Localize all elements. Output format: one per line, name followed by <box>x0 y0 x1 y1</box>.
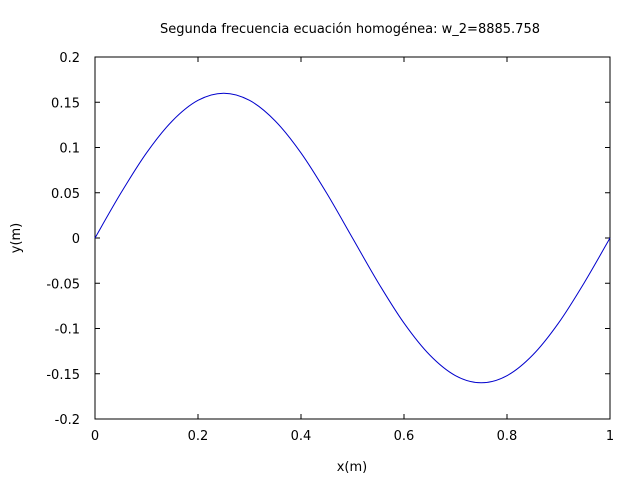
y-tick-label: 0 <box>72 232 80 247</box>
y-tick-label: 0.05 <box>51 187 80 202</box>
x-tick-label: 0.6 <box>394 429 415 444</box>
series-line <box>94 92 611 384</box>
tick-labels-group: 0 0.2 0.4 0.6 0.8 1 0.2 0.15 0.1 0.05 0 -0.05 -0.1 -0… <box>46 51 614 444</box>
x-tick-label: 0.2 <box>188 429 209 444</box>
x-tick-label: 1 <box>606 429 614 444</box>
y-tick-label: -0.05 <box>46 277 80 292</box>
x-axis-label: x(m) <box>337 460 368 475</box>
y-tick-label: 0.1 <box>59 142 80 157</box>
ticks-group <box>94 56 611 420</box>
y-axis-label: y(m) <box>9 223 24 254</box>
chart-title: Segunda frecuencia ecuación homogénea: w… <box>160 22 540 37</box>
x-tick-label: 0.8 <box>497 429 518 444</box>
series-group <box>94 92 611 384</box>
y-tick-label: 0.2 <box>59 51 80 66</box>
y-tick-label: -0.2 <box>55 413 80 428</box>
x-tick-label: 0.4 <box>291 429 312 444</box>
y-tick-label: -0.15 <box>46 368 80 383</box>
x-tick-label: 0 <box>91 429 99 444</box>
y-tick-label: 0.15 <box>51 96 80 111</box>
y-tick-label: -0.1 <box>55 323 80 338</box>
